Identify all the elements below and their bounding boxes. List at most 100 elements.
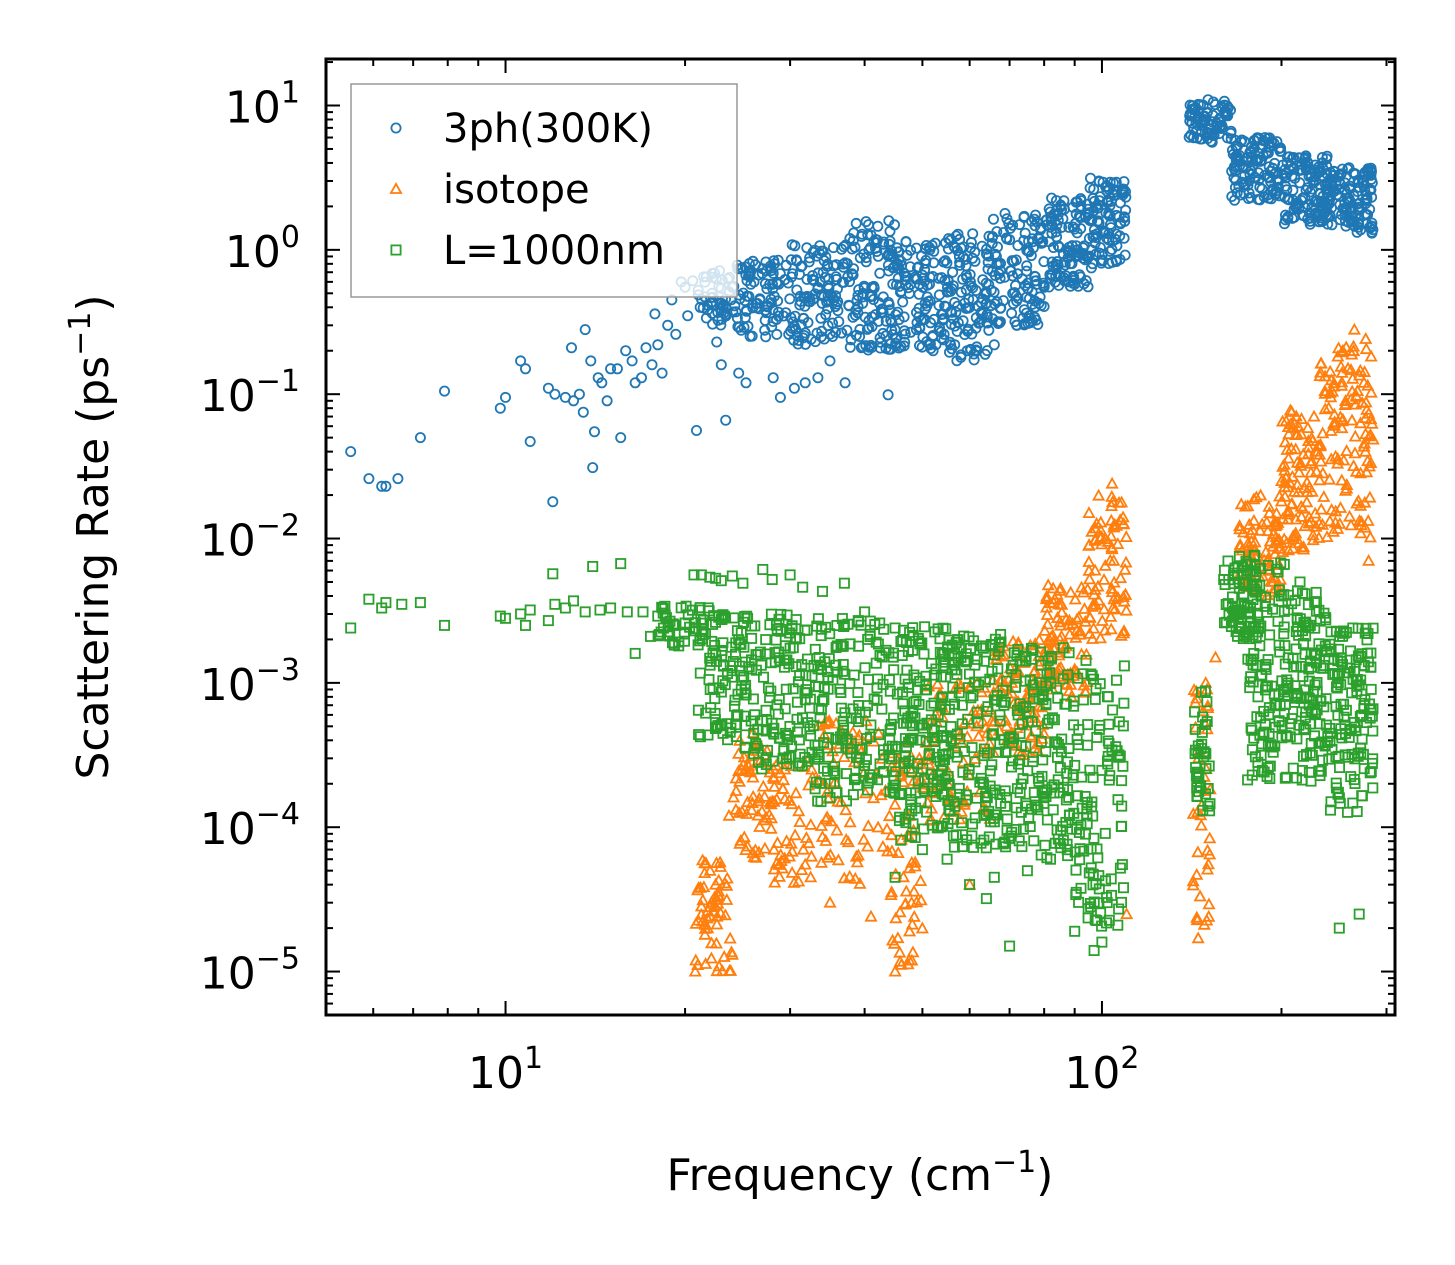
data-point <box>804 817 818 830</box>
data-point <box>1028 787 1040 799</box>
data-point <box>722 808 736 821</box>
data-point <box>670 328 682 340</box>
data-point <box>919 313 931 325</box>
data-point <box>1294 164 1306 176</box>
data-point <box>1114 217 1126 229</box>
data-point <box>809 739 821 751</box>
data-point <box>900 235 912 247</box>
data-point <box>751 740 763 752</box>
data-point <box>1300 724 1312 736</box>
data-point <box>818 762 830 774</box>
data-point <box>1229 165 1241 177</box>
data-point <box>980 893 992 905</box>
data-point <box>1314 770 1326 782</box>
data-point <box>1046 192 1058 204</box>
data-point <box>913 302 925 314</box>
data-point <box>1192 768 1204 780</box>
data-point <box>1273 143 1285 155</box>
data-point <box>756 267 768 279</box>
data-point <box>710 917 724 930</box>
data-point <box>1088 945 1100 957</box>
data-point <box>1259 169 1271 181</box>
data-point <box>414 597 426 609</box>
data-point <box>1247 676 1259 688</box>
data-point <box>957 766 969 778</box>
data-point <box>1255 154 1267 166</box>
data-point <box>1364 385 1378 398</box>
data-point <box>1006 761 1018 773</box>
data-point <box>1278 628 1290 640</box>
data-point <box>750 302 762 314</box>
data-point <box>1063 627 1077 640</box>
data-point <box>1083 611 1097 623</box>
data-point <box>949 698 961 710</box>
data-point <box>1275 414 1290 427</box>
data-point <box>941 853 953 865</box>
data-point <box>945 339 957 351</box>
data-point <box>694 632 706 644</box>
data-point <box>864 631 876 643</box>
data-point <box>983 831 995 843</box>
data-point <box>1281 184 1293 196</box>
data-point <box>1117 720 1129 732</box>
data-point <box>952 300 964 312</box>
data-point <box>596 377 608 389</box>
data-point <box>889 911 903 924</box>
data-point <box>987 787 999 799</box>
y-axis-label: Scattering Rate (ps−1) <box>63 294 119 779</box>
data-point <box>819 271 831 283</box>
data-point <box>838 241 850 253</box>
data-point <box>1201 716 1213 728</box>
data-point <box>1358 444 1373 457</box>
data-point <box>363 593 375 605</box>
data-point <box>882 250 894 262</box>
data-point <box>738 671 750 683</box>
data-point <box>1072 790 1084 802</box>
data-point <box>1043 203 1055 215</box>
data-point <box>926 239 938 251</box>
data-point <box>1051 682 1063 694</box>
data-point <box>718 610 730 622</box>
data-point <box>1070 864 1082 876</box>
data-point <box>1330 176 1342 188</box>
data-point <box>880 644 892 656</box>
data-point <box>1022 716 1034 728</box>
data-point <box>1229 181 1241 193</box>
data-point <box>524 604 536 616</box>
data-point <box>1279 191 1291 203</box>
data-point <box>944 346 956 358</box>
data-point <box>1043 596 1057 609</box>
data-point <box>1284 441 1299 454</box>
data-point <box>1190 913 1204 926</box>
data-point <box>961 834 973 846</box>
data-point <box>776 773 791 786</box>
data-point <box>722 963 737 976</box>
data-point <box>806 670 818 682</box>
data-point <box>968 841 980 853</box>
data-point <box>792 804 806 817</box>
data-point <box>711 721 723 733</box>
data-point <box>876 839 890 852</box>
data-point <box>1057 213 1069 225</box>
series-circle-points <box>345 94 1379 508</box>
data-point <box>1085 843 1097 855</box>
data-point <box>1318 701 1330 713</box>
data-point <box>1101 232 1113 244</box>
data-point <box>1077 694 1089 706</box>
data-point <box>1304 514 1318 527</box>
data-point <box>770 836 785 848</box>
data-point <box>1283 151 1295 163</box>
data-point <box>1316 426 1330 439</box>
data-point <box>871 726 886 739</box>
data-point <box>1293 456 1308 469</box>
data-point <box>1041 852 1053 864</box>
data-point <box>1017 823 1029 835</box>
data-point <box>1313 365 1328 378</box>
data-point <box>908 855 922 868</box>
data-point <box>900 751 912 763</box>
data-point <box>1353 908 1365 920</box>
data-point <box>1347 322 1361 335</box>
data-point <box>1303 699 1315 711</box>
data-point <box>1288 162 1300 174</box>
data-point <box>851 294 863 306</box>
